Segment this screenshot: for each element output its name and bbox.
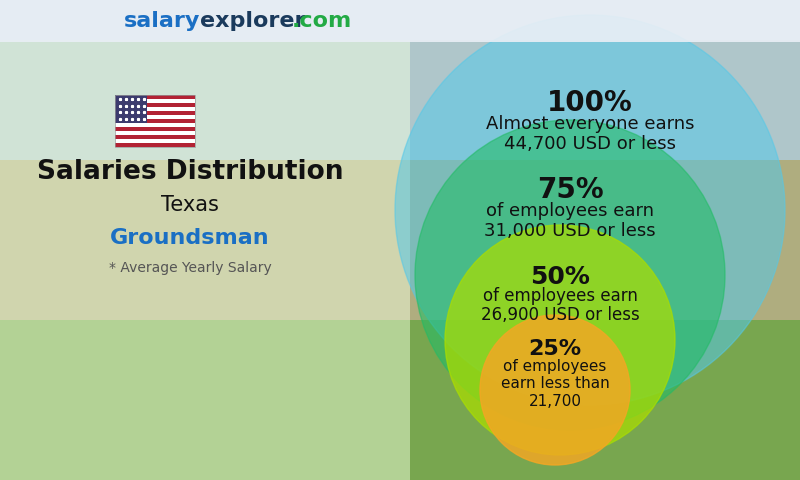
Bar: [0, 320, 800, 480]
Text: 25%: 25%: [529, 339, 582, 359]
Text: 31,000 USD or less: 31,000 USD or less: [484, 222, 656, 240]
Bar: [0, 160, 800, 320]
Text: .com: .com: [292, 11, 352, 31]
Bar: [115, 135, 195, 139]
Text: of employees: of employees: [503, 359, 606, 374]
Text: Salaries Distribution: Salaries Distribution: [37, 159, 343, 185]
Bar: [410, 40, 800, 480]
Circle shape: [480, 315, 630, 465]
Text: 44,700 USD or less: 44,700 USD or less: [504, 135, 676, 153]
Bar: [115, 119, 195, 123]
Bar: [115, 139, 195, 143]
Bar: [115, 103, 195, 107]
Text: * Average Yearly Salary: * Average Yearly Salary: [109, 261, 271, 275]
Text: earn less than: earn less than: [501, 376, 610, 392]
Bar: [115, 95, 147, 123]
Bar: [115, 111, 195, 115]
Bar: [115, 95, 195, 99]
Text: of employees earn: of employees earn: [482, 287, 638, 305]
Bar: [115, 127, 195, 131]
Bar: [0, 40, 410, 480]
Circle shape: [445, 225, 675, 455]
Bar: [115, 123, 195, 127]
Circle shape: [395, 15, 785, 405]
Text: Groundsman: Groundsman: [110, 228, 270, 248]
Text: 21,700: 21,700: [529, 394, 582, 409]
Bar: [115, 95, 195, 147]
Bar: [115, 107, 195, 111]
Bar: [115, 143, 195, 147]
Text: Texas: Texas: [161, 195, 219, 215]
Bar: [0, 0, 800, 160]
Text: of employees earn: of employees earn: [486, 202, 654, 219]
Circle shape: [415, 120, 725, 430]
Text: 75%: 75%: [537, 176, 603, 204]
Text: salary: salary: [124, 11, 200, 31]
Text: 100%: 100%: [547, 89, 633, 117]
Text: explorer: explorer: [200, 11, 306, 31]
Text: Almost everyone earns: Almost everyone earns: [486, 115, 694, 132]
Bar: [115, 131, 195, 135]
Text: 50%: 50%: [530, 265, 590, 289]
Bar: [0, 0, 800, 42]
Bar: [115, 99, 195, 103]
Bar: [115, 115, 195, 119]
Text: 26,900 USD or less: 26,900 USD or less: [481, 306, 639, 324]
